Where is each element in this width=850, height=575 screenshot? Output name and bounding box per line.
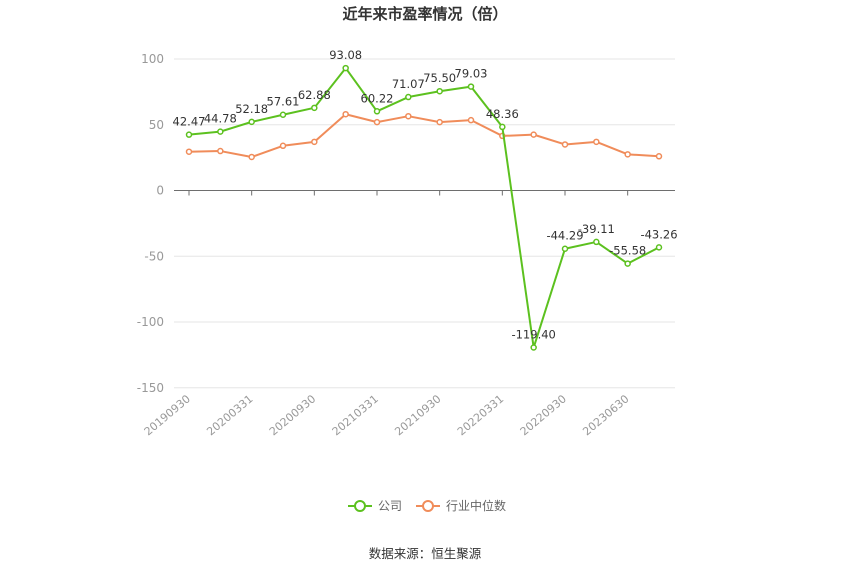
legend-item-行业中位数[interactable]: 行业中位数: [416, 498, 506, 513]
legend[interactable]: 公司 行业中位数: [348, 498, 506, 513]
legend-label: 行业中位数: [446, 498, 506, 513]
data-point: [530, 131, 537, 138]
data-label: 71.07: [392, 77, 425, 91]
data-point: [593, 238, 600, 246]
legend-label: 公司: [378, 499, 402, 513]
data-point: [436, 118, 443, 126]
legend-marker: [354, 500, 366, 512]
grid-lines: [174, 58, 675, 389]
data-point: [593, 138, 600, 146]
data-label: -44.29: [546, 229, 583, 243]
data-label: 93.08: [329, 48, 362, 62]
data-label: 75.50: [423, 71, 456, 85]
data-point: [311, 104, 318, 112]
data-point: [530, 344, 537, 351]
x-tick-label: 20210930: [392, 392, 443, 438]
series-lines: [185, 64, 663, 351]
y-tick-label: 100: [141, 52, 164, 66]
data-point: [467, 83, 475, 90]
y-tick-label: -50: [144, 249, 164, 263]
data-point: [217, 147, 224, 155]
chart-title: 近年来市盈率情况（倍）: [342, 5, 507, 23]
data-point: [405, 112, 412, 120]
data-label: -119.40: [511, 328, 555, 342]
x-tick-label: 20230630: [580, 392, 631, 438]
x-tick-label: 20200930: [267, 392, 318, 438]
x-tick-label: 20200331: [204, 392, 255, 438]
data-point: [467, 116, 475, 124]
data-point: [655, 153, 663, 160]
data-label: 57.61: [267, 95, 300, 109]
data-point: [248, 118, 255, 126]
y-axis-ticks: 100 50 0 -50 -100 -150: [137, 52, 164, 395]
x-tick-label: 20210331: [330, 392, 381, 438]
data-label: 48.36: [486, 107, 519, 121]
data-label: 62.88: [298, 88, 331, 102]
series-line-行业中位数: [188, 113, 660, 158]
data-point: [405, 93, 412, 101]
y-tick-label: 50: [149, 118, 164, 132]
data-label: -39.11: [578, 222, 615, 236]
y-tick-label: -150: [137, 381, 164, 395]
data-label: 79.03: [455, 67, 488, 81]
data-point: [342, 110, 349, 118]
x-tick-label: 20220331: [455, 392, 506, 438]
data-label: 42.47: [173, 115, 206, 129]
data-point: [655, 244, 663, 251]
data-point: [248, 153, 255, 161]
x-tick-label: 20220930: [518, 392, 569, 438]
x-tick-label: 20190930: [142, 392, 193, 438]
data-point: [342, 64, 349, 72]
data-label: 60.22: [361, 91, 394, 105]
data-point: [373, 118, 381, 126]
series-line-公司: [188, 67, 660, 349]
data-label: 44.78: [204, 112, 237, 126]
data-label: 52.18: [235, 102, 268, 116]
data-point: [624, 151, 631, 158]
data-point: [436, 87, 443, 95]
data-point: [561, 141, 569, 148]
data-point: [373, 108, 381, 115]
data-label: -55.58: [609, 244, 646, 258]
legend-item-公司[interactable]: 公司: [348, 499, 402, 513]
data-point: [217, 128, 224, 135]
data-point: [311, 138, 318, 146]
data-label: -43.26: [640, 227, 677, 241]
data-point: [561, 245, 569, 252]
y-tick-label: -100: [137, 315, 164, 329]
data-point: [499, 123, 506, 131]
data-point: [185, 148, 193, 155]
data-point: [185, 131, 193, 138]
data-point: [624, 260, 631, 267]
legend-marker: [422, 500, 434, 512]
data-point: [279, 111, 287, 118]
data-point: [279, 142, 287, 150]
data-source: 数据来源：恒生聚源: [369, 546, 482, 561]
x-axis-ticks: 20190930 20200331 20200930 20210331 20210930…: [142, 190, 632, 438]
y-tick-label: 0: [156, 184, 164, 198]
